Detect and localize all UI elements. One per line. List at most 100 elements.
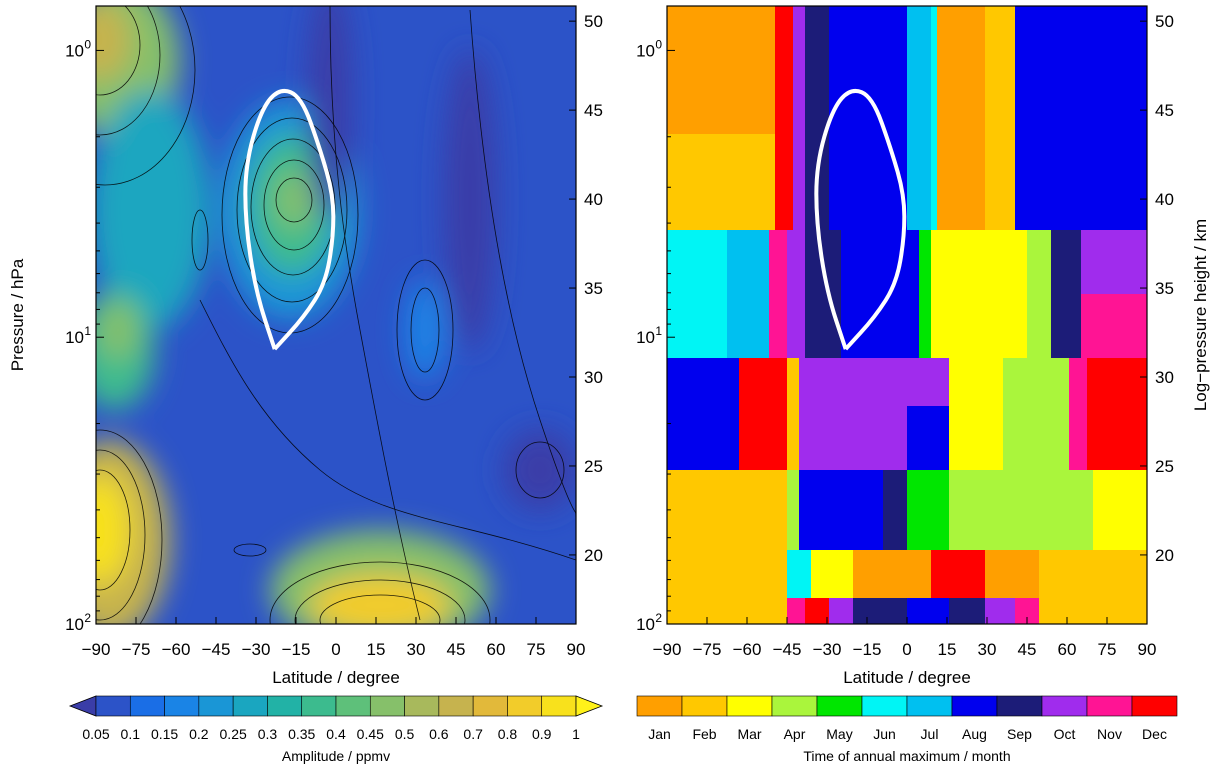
month-cell (1003, 198, 1010, 215)
month-cell (949, 86, 956, 103)
month-cell (1075, 6, 1082, 23)
month-cell (1033, 230, 1040, 247)
month-cell (961, 406, 968, 423)
month-cell (703, 182, 710, 199)
month-cell (1069, 342, 1076, 359)
month-cell (811, 438, 818, 455)
month-cell (1021, 246, 1028, 263)
month-cell (703, 438, 710, 455)
month-cell (847, 358, 854, 375)
month-cell (763, 214, 770, 231)
month-cell (739, 374, 746, 391)
month-cell (1123, 326, 1130, 343)
month-cell (841, 454, 848, 471)
month-cell (937, 214, 944, 231)
month-cell (901, 454, 908, 471)
month-cell (1141, 358, 1147, 375)
month-cell (1117, 358, 1124, 375)
month-cell (961, 86, 968, 103)
month-cell (979, 118, 986, 135)
month-cell (877, 454, 884, 471)
month-cell (901, 502, 908, 519)
month-cell (1117, 502, 1124, 519)
month-cell (979, 358, 986, 375)
month-cell (685, 310, 692, 327)
month-cell (799, 150, 806, 167)
month-cell (739, 438, 746, 455)
month-cell (1111, 6, 1118, 23)
month-cell (955, 102, 962, 119)
month-cell (1081, 54, 1088, 71)
month-cell (1099, 118, 1106, 135)
month-cell (1099, 182, 1106, 199)
month-cell (1105, 342, 1112, 359)
month-cell (787, 502, 794, 519)
month-cell (973, 262, 980, 279)
month-cell (859, 278, 866, 295)
month-cell (1039, 358, 1046, 375)
month-cell (1123, 390, 1130, 407)
month-cell (961, 214, 968, 231)
month-cell (889, 166, 896, 183)
month-cell (751, 278, 758, 295)
month-cell (925, 454, 932, 471)
month-cell (829, 230, 836, 247)
month-cell (1141, 294, 1147, 311)
month-cell (1009, 502, 1016, 519)
month-cell (739, 486, 746, 503)
month-cell (763, 502, 770, 519)
month-cell (865, 486, 872, 503)
month-cell (1117, 390, 1124, 407)
month-cell (1111, 198, 1118, 215)
month-cell (673, 6, 680, 23)
month-cell (949, 230, 956, 247)
month-cell (763, 86, 770, 103)
month-cell (1015, 198, 1022, 215)
month-cell (745, 102, 752, 119)
month-cell (883, 310, 890, 327)
month-cell (1093, 166, 1100, 183)
month-cell (955, 214, 962, 231)
month-cell (679, 182, 686, 199)
month-cell (901, 294, 908, 311)
month-cell (1003, 150, 1010, 167)
month-cell (685, 118, 692, 135)
month-cell (811, 86, 818, 103)
month-cell (841, 262, 848, 279)
month-cell (805, 262, 812, 279)
month-cell (751, 182, 758, 199)
month-cell (685, 182, 692, 199)
month-cell (979, 54, 986, 71)
month-cell (811, 214, 818, 231)
month-cell (673, 614, 680, 624)
month-cell (709, 326, 716, 343)
month-cell (955, 262, 962, 279)
month-cell (745, 294, 752, 311)
month-cell (907, 134, 914, 151)
month-cell (685, 262, 692, 279)
month-cell (991, 550, 998, 567)
month-cell (757, 86, 764, 103)
month-cell (1063, 518, 1070, 535)
month-cell (1045, 454, 1052, 471)
month-cell (847, 118, 854, 135)
month-cell (727, 438, 734, 455)
month-cell (691, 486, 698, 503)
month-cell (829, 310, 836, 327)
month-cell (1099, 262, 1106, 279)
month-cell (715, 70, 722, 87)
month-cell (1033, 262, 1040, 279)
month-cell (841, 198, 848, 215)
month-cell (685, 278, 692, 295)
month-cell (751, 566, 758, 583)
month-cell (865, 374, 872, 391)
month-cell (1111, 310, 1118, 327)
month-cell (1003, 342, 1010, 359)
month-cell (781, 246, 788, 263)
month-cell (691, 326, 698, 343)
month-cell (715, 502, 722, 519)
month-cell (1045, 342, 1052, 359)
month-cell (955, 518, 962, 535)
month-cell (1087, 6, 1094, 23)
month-cell (871, 422, 878, 439)
